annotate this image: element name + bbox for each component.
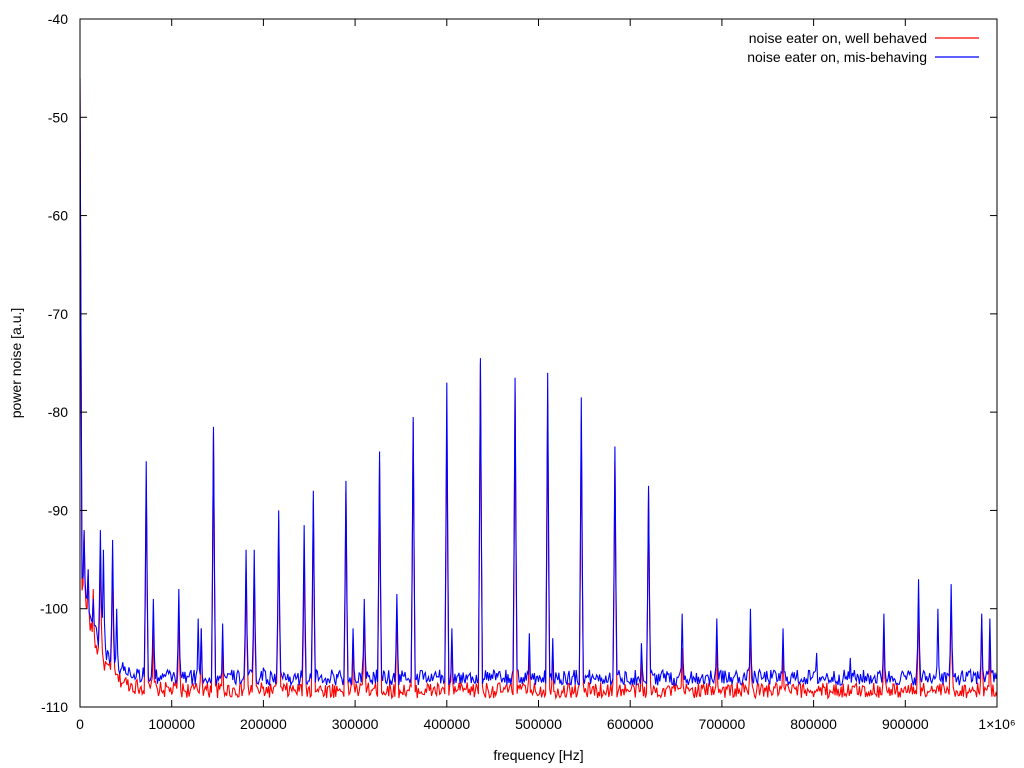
ticks-layer: 0 100000 200000 300000 400000 500000 600000 700… bbox=[40, 11, 1016, 732]
legend: noise eater on, well behaved noise eater … bbox=[747, 30, 979, 65]
y-tick-label: -110 bbox=[41, 699, 68, 715]
y-tick-label: -50 bbox=[48, 109, 68, 125]
x-tick-label: 0 bbox=[76, 716, 84, 732]
x-axis-label: frequency [Hz] bbox=[493, 747, 583, 763]
legend-label: noise eater on, well behaved bbox=[749, 30, 927, 46]
x-tick-label: 900000 bbox=[882, 716, 929, 732]
x-tick-label: 700000 bbox=[699, 716, 746, 732]
y-tick-label: -70 bbox=[48, 306, 68, 322]
x-tick-label: 1×10⁶ bbox=[978, 716, 1015, 732]
y-tick-label: -90 bbox=[48, 502, 68, 518]
legend-label: noise eater on, mis-behaving bbox=[747, 49, 927, 65]
y-axis-label: power noise [a.u.] bbox=[8, 308, 24, 419]
y-tick-label: -80 bbox=[48, 404, 68, 420]
x-tick-label: 800000 bbox=[790, 716, 837, 732]
plot-frame bbox=[79, 18, 998, 708]
y-tick-label: -60 bbox=[48, 208, 68, 224]
x-tick-label: 500000 bbox=[515, 716, 562, 732]
x-tick-label: 400000 bbox=[423, 716, 470, 732]
series-line-mis-behaving bbox=[80, 77, 997, 687]
y-tick-label: -40 bbox=[48, 11, 68, 27]
x-tick-label: 600000 bbox=[607, 716, 654, 732]
x-tick-label: 200000 bbox=[240, 716, 287, 732]
series-line-well-behaved bbox=[80, 77, 997, 701]
x-tick-label: 100000 bbox=[148, 716, 195, 732]
series-layer bbox=[80, 77, 997, 701]
x-tick-label: 300000 bbox=[332, 716, 379, 732]
y-tick-label: -100 bbox=[40, 601, 68, 617]
